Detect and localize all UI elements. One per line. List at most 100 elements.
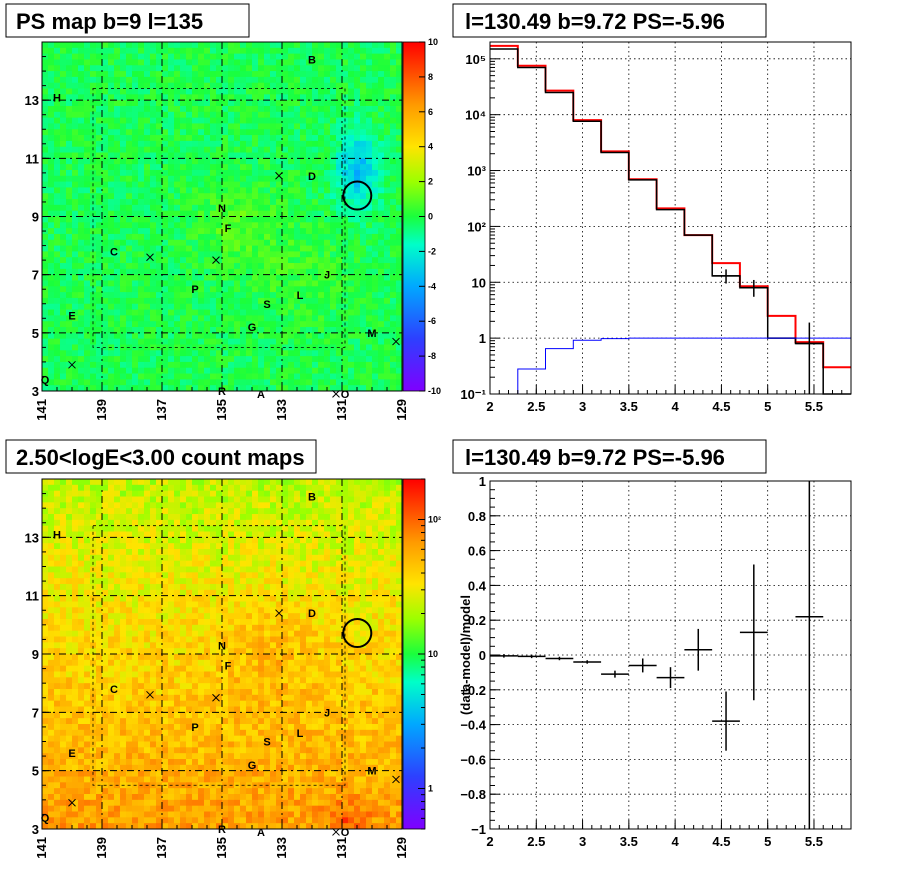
heatmap-cell bbox=[366, 169, 373, 177]
heatmap-cell bbox=[222, 309, 229, 316]
heatmap-cell bbox=[102, 811, 109, 818]
heatmap-cell bbox=[210, 327, 217, 334]
heatmap-cell bbox=[318, 233, 325, 241]
heatmap-cell bbox=[318, 361, 325, 369]
heatmap-cell bbox=[396, 53, 403, 60]
heatmap-cell bbox=[48, 257, 55, 264]
heatmap-cell bbox=[48, 619, 55, 626]
heatmap-cell bbox=[330, 210, 337, 217]
heatmap-cell bbox=[372, 367, 379, 374]
heatmap-cell bbox=[84, 694, 91, 702]
heatmap-cell bbox=[384, 94, 391, 101]
heatmap-cell bbox=[240, 233, 247, 241]
heatmap-cell bbox=[336, 210, 343, 217]
heatmap-cell bbox=[366, 379, 373, 386]
heatmap-cell bbox=[144, 332, 151, 340]
heatmap-cell bbox=[342, 367, 349, 374]
heatmap-cell bbox=[324, 42, 331, 49]
heatmap-cell bbox=[252, 42, 259, 49]
heatmap-cell bbox=[228, 315, 235, 322]
heatmap-cell bbox=[102, 181, 109, 188]
heatmap-cell bbox=[300, 222, 307, 229]
heatmap-cell bbox=[126, 88, 133, 95]
heatmap-cell bbox=[138, 549, 145, 556]
heatmap-cell bbox=[66, 53, 73, 60]
heatmap-cell bbox=[108, 367, 115, 374]
heatmap-cell bbox=[306, 204, 313, 212]
heatmap-cell bbox=[282, 53, 289, 60]
heatmap-cell bbox=[126, 654, 133, 661]
heatmap-cell bbox=[252, 338, 259, 345]
heatmap-cell bbox=[48, 689, 55, 696]
heatmap-cell bbox=[48, 543, 55, 550]
heatmap-cell bbox=[264, 309, 271, 316]
heatmap-cell bbox=[174, 297, 181, 305]
heatmap-cell bbox=[114, 42, 121, 49]
heatmap-cell bbox=[78, 589, 85, 597]
heatmap-cell bbox=[162, 268, 169, 276]
heatmap-cell bbox=[132, 578, 139, 585]
heatmap-cell bbox=[324, 135, 331, 142]
heatmap-cell bbox=[96, 759, 103, 766]
heatmap-cell bbox=[54, 356, 61, 363]
heatmap-cell bbox=[258, 228, 265, 235]
heatmap-cell bbox=[144, 140, 151, 148]
heatmap-cell bbox=[228, 53, 235, 60]
heatmap-cell bbox=[270, 385, 277, 392]
heatmap-cell bbox=[354, 129, 361, 136]
heatmap-cell bbox=[96, 233, 103, 241]
heatmap-cell bbox=[360, 228, 367, 235]
heatmap-cell bbox=[54, 782, 61, 789]
heatmap-cell bbox=[306, 268, 313, 276]
heatmap-cell bbox=[306, 315, 313, 322]
heatmap-cell bbox=[102, 630, 109, 637]
heatmap-cell bbox=[162, 338, 169, 345]
heatmap-cell bbox=[378, 65, 385, 72]
heatmap-cell bbox=[270, 117, 277, 124]
heatmap-cell bbox=[156, 356, 163, 363]
heatmap-cell bbox=[96, 146, 103, 153]
heatmap-cell bbox=[90, 65, 97, 72]
heatmap-cell bbox=[72, 158, 79, 165]
heatmap-cell bbox=[366, 164, 373, 171]
heatmap-cell bbox=[192, 169, 199, 177]
heatmap-cell bbox=[282, 135, 289, 142]
heatmap-cell bbox=[300, 164, 307, 171]
heatmap-cell bbox=[318, 332, 325, 340]
heatmap-cell bbox=[84, 187, 91, 194]
heatmap-cell bbox=[228, 385, 235, 392]
heatmap-cell bbox=[138, 607, 145, 614]
heatmap-cell bbox=[252, 100, 259, 107]
heatmap-cell bbox=[294, 257, 301, 264]
heatmap-cell bbox=[108, 350, 115, 357]
heatmap-cell bbox=[132, 53, 139, 60]
heatmap-cell bbox=[156, 105, 163, 113]
heatmap-cell bbox=[96, 799, 103, 807]
heatmap-cell bbox=[54, 671, 61, 678]
heatmap-cell bbox=[120, 700, 127, 707]
heatmap-cell bbox=[144, 82, 151, 89]
heatmap-cell bbox=[138, 321, 145, 328]
heatmap-cell bbox=[138, 239, 145, 246]
heatmap-cell bbox=[150, 367, 157, 374]
heatmap-cell bbox=[102, 654, 109, 661]
heatmap-cell bbox=[132, 361, 139, 369]
heatmap-cell bbox=[102, 164, 109, 171]
heatmap-cell bbox=[66, 257, 73, 264]
heatmap-cell bbox=[234, 100, 241, 107]
heatmap-cell bbox=[48, 158, 55, 165]
source-label: O bbox=[341, 389, 350, 401]
heatmap-cell bbox=[162, 689, 169, 696]
heatmap-cell bbox=[60, 700, 67, 707]
heatmap-cell bbox=[390, 233, 397, 241]
heatmap-cell bbox=[138, 76, 145, 84]
heatmap-cell bbox=[360, 367, 367, 374]
heatmap-cell bbox=[66, 759, 73, 766]
heatmap-cell bbox=[168, 239, 175, 246]
heatmap-cell bbox=[378, 164, 385, 171]
heatmap-cell bbox=[384, 82, 391, 89]
heatmap-cell bbox=[114, 263, 121, 270]
heatmap-cell bbox=[384, 361, 391, 369]
heatmap-cell bbox=[138, 525, 145, 532]
heatmap-cell bbox=[78, 88, 85, 95]
